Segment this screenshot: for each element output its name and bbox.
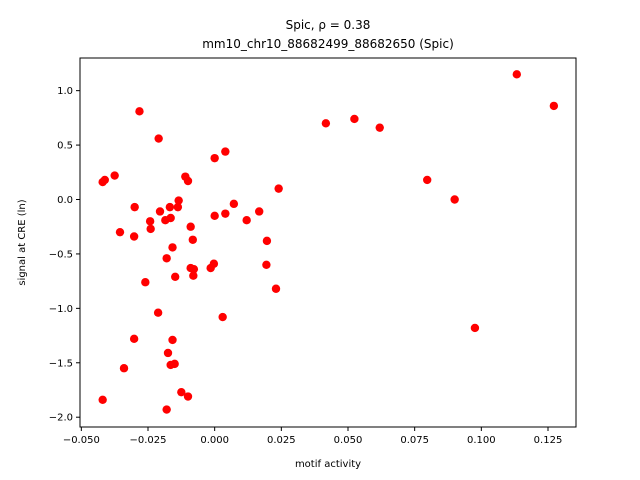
data-point-10 [262,236,272,246]
data-point-3 [321,119,331,128]
data-point-54 [170,359,179,369]
data-point-23 [154,134,163,143]
data-point-43 [162,254,171,263]
data-point-39 [183,176,193,186]
data-point-15 [221,147,230,156]
data-point-56 [177,387,186,397]
x-tick-label-1: −0.025 [129,435,166,446]
data-point-30 [115,227,125,237]
data-point-55 [119,364,129,373]
data-point-57 [183,392,193,401]
data-point-4 [375,123,384,132]
data-point-17 [218,312,227,322]
data-point-18 [210,153,219,163]
data-point-35 [166,213,175,223]
x-axis: −0.050 −0.025 0.000 0.025 0.050 0.075 0.100 0.1… [63,427,562,446]
plot-area [98,70,559,414]
data-point-51 [129,334,139,344]
x-tick-label-3: 0.025 [267,435,296,446]
data-point-50 [168,335,177,345]
chart-title-line1: Spic, ρ = 0.38 [286,18,371,32]
data-point-49 [153,308,163,317]
y-tick-label-3: −0.5 [49,249,73,260]
data-point-5 [423,175,432,185]
data-point-11 [262,260,271,270]
x-tick-label-6: 0.100 [467,435,496,446]
data-point-1 [549,101,559,111]
x-tick-label-4: 0.050 [334,435,363,446]
data-point-0 [512,70,521,79]
x-axis-label: motif activity [295,459,361,470]
y-tick-label-2: −1.0 [49,304,73,315]
data-point-7 [470,323,480,333]
x-tick-label-2: 0.000 [200,435,229,446]
chart-title-line2: mm10_chr10_88682499_88682650 (Spic) [202,37,454,51]
data-point-6 [450,195,459,204]
data-point-22 [135,107,144,116]
x-tick-label-5: 0.075 [400,435,429,446]
data-point-41 [188,235,197,244]
data-point-27 [130,202,139,212]
y-tick-label-4: 0.0 [57,195,73,206]
data-point-19 [210,211,219,221]
y-axis: −2.0 −1.5 −1.0 −0.5 0.0 0.5 1.0 [49,86,80,424]
data-point-28 [145,217,155,226]
y-tick-label-1: −1.5 [49,358,73,369]
data-point-32 [155,207,165,216]
data-point-13 [242,215,251,225]
x-tick-label-7: 0.125 [534,435,563,446]
data-point-59 [162,405,171,414]
y-tick-label-5: 0.5 [57,141,73,152]
axes-frame [79,57,577,428]
data-point-21 [206,263,215,273]
data-point-58 [98,395,107,404]
data-point-47 [171,272,180,281]
data-point-9 [271,284,281,293]
data-point-25 [98,177,107,187]
data-point-36 [174,196,183,205]
data-point-14 [229,199,239,209]
data-point-42 [168,243,177,252]
data-point-26 [110,171,119,180]
data-point-2 [350,114,359,124]
y-axis-label: signal at CRE (ln) [17,199,28,285]
data-point-46 [189,271,198,280]
x-tick-label-0: −0.050 [63,435,100,446]
data-point-31 [129,232,139,241]
y-tick-label-0: −2.0 [49,413,73,424]
title-spic-rho: Spic, ρ = 0.38 [286,18,371,32]
data-point-16 [221,209,230,218]
data-point-8 [274,184,283,193]
data-point-45 [189,264,199,274]
data-point-34 [165,202,175,212]
data-point-29 [146,224,155,234]
data-point-40 [186,222,195,231]
data-point-12 [255,207,264,216]
data-point-52 [163,348,173,358]
data-point-37 [173,202,183,212]
y-tick-label-6: 1.0 [57,86,73,97]
data-point-48 [141,278,150,287]
